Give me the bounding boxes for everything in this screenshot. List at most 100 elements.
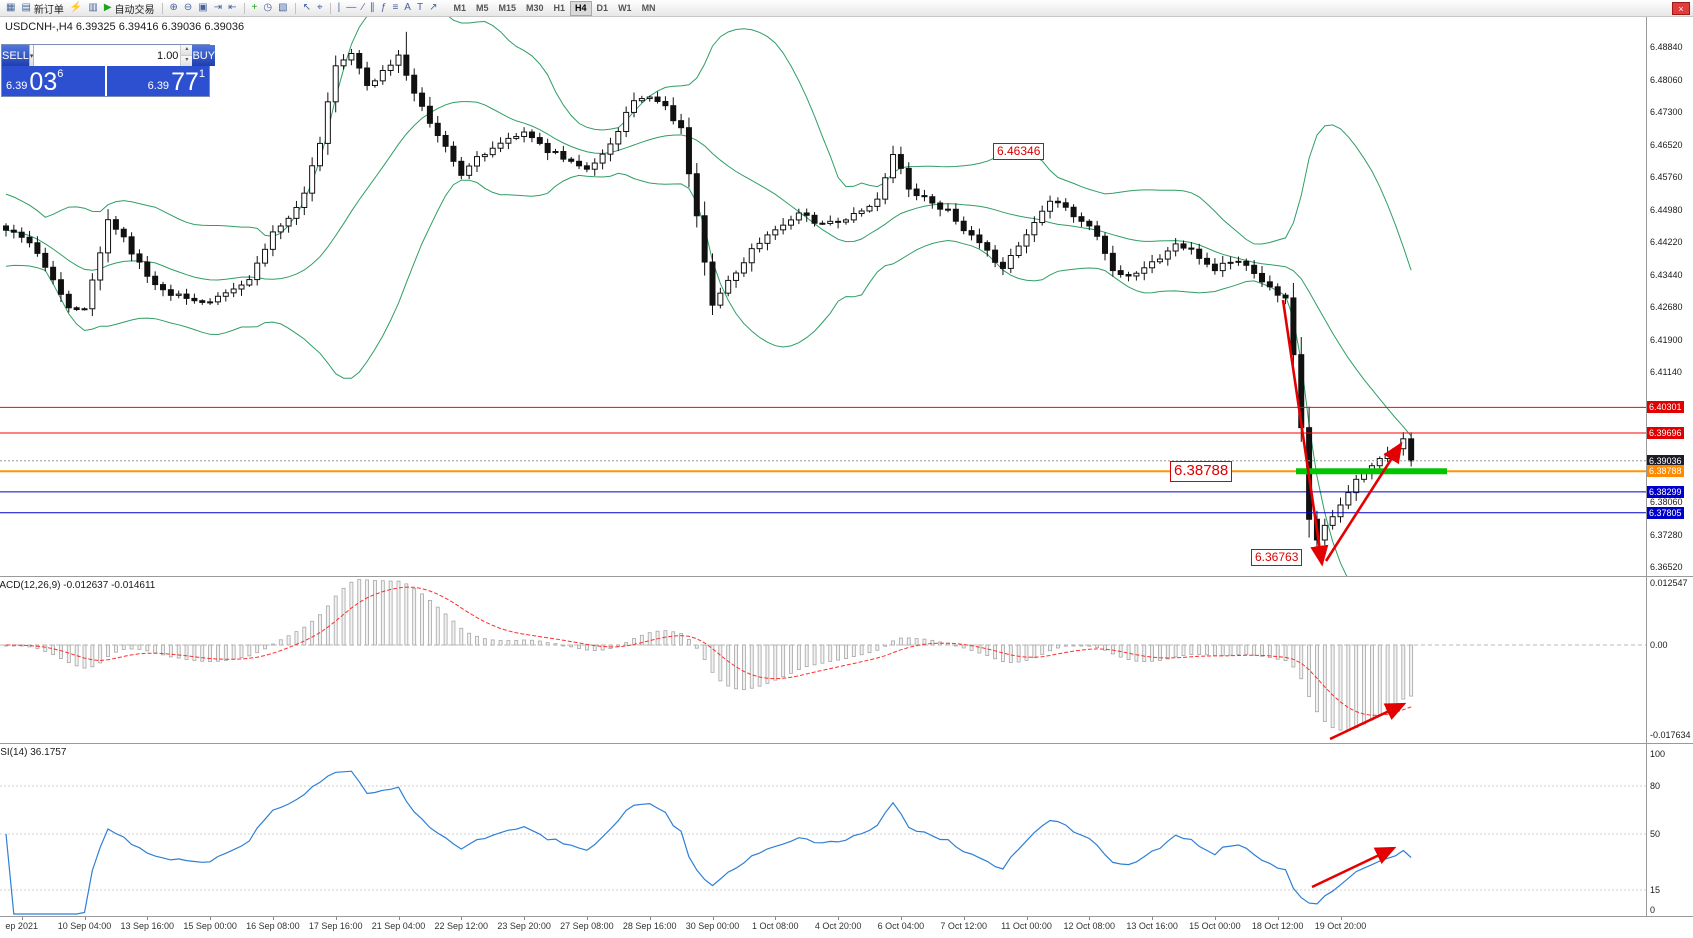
- macd-rsi-separator[interactable]: [0, 743, 1693, 744]
- text-button[interactable]: A: [401, 1, 414, 16]
- crosshair-button[interactable]: ⌖: [314, 1, 326, 16]
- timeframe-m5-button[interactable]: M5: [471, 1, 494, 16]
- shapes-button[interactable]: ≡: [389, 1, 401, 16]
- templates-button[interactable]: ▧: [275, 1, 290, 16]
- time-axis-tick: [1152, 917, 1154, 920]
- time-axis-label: ep 2021: [5, 921, 38, 931]
- time-axis-tick: [1089, 917, 1091, 920]
- auto-trading-label: 自动交易: [114, 4, 155, 16]
- macd-panel[interactable]: [0, 579, 1646, 741]
- new-order-button[interactable]: ▤ 新订单: [18, 1, 66, 16]
- time-axis-label: 21 Sep 04:00: [371, 921, 426, 931]
- arrows-tool-button[interactable]: ↗: [426, 1, 440, 16]
- indicators-button[interactable]: +: [249, 1, 261, 16]
- zoom-out-button[interactable]: ⊖: [181, 1, 195, 16]
- time-axis-label: 19 Oct 20:00: [1314, 921, 1367, 931]
- time-axis-tick: [84, 917, 86, 920]
- auto-scroll-button[interactable]: ⇥: [211, 1, 225, 16]
- rsi-panel[interactable]: [0, 770, 1646, 915]
- price-annotation[interactable]: 6.36763: [1251, 549, 1303, 566]
- support-zone-bar[interactable]: [1296, 468, 1447, 475]
- price-axis-separator: [1646, 17, 1647, 916]
- timeframe-h4-button[interactable]: H4: [570, 0, 592, 16]
- cursor-button[interactable]: ↖: [300, 1, 314, 16]
- templates-icon: ▧: [278, 2, 288, 13]
- volume-preset-dropdown[interactable]: ▾: [28, 45, 35, 66]
- trend-arrow[interactable]: [1311, 846, 1397, 889]
- periods-button[interactable]: ◷: [260, 1, 275, 16]
- timeframe-m15-button[interactable]: M15: [493, 1, 521, 16]
- time-axis-tick: [1340, 917, 1342, 920]
- time-axis-label: 17 Sep 16:00: [308, 921, 363, 931]
- trendline-button[interactable]: ∕: [359, 1, 367, 16]
- sell-price-big: 03: [29, 68, 58, 96]
- volume-down-button[interactable]: ▾: [181, 56, 193, 66]
- chart-shift-button[interactable]: ⇤: [225, 1, 239, 16]
- fibonacci-button[interactable]: ƒ: [378, 1, 390, 16]
- time-axis-tick: [461, 917, 463, 920]
- trendline-icon: ∕: [362, 2, 364, 13]
- cursor-icon: ↖: [302, 2, 311, 13]
- timeframe-m1-button[interactable]: M1: [448, 1, 471, 16]
- trade-panel-quotes: 6.39 03 6 6.39 77 1: [2, 66, 209, 96]
- trend-arrow[interactable]: [1281, 299, 1329, 567]
- time-axis-label: 10 Sep 04:00: [57, 921, 112, 931]
- price-badge: 6.39696: [1647, 426, 1684, 439]
- trend-arrow[interactable]: [1329, 702, 1407, 741]
- buy-price-big: 77: [171, 68, 199, 96]
- zoom-in-icon: ⊕: [169, 2, 178, 13]
- trend-arrow[interactable]: [1324, 441, 1403, 562]
- timeframe-h1-button[interactable]: H1: [549, 1, 571, 16]
- macd-indicator-label: MACD(12,26,9) -0.012637 -0.014611: [0, 580, 156, 591]
- buy-price-small: 6.39: [147, 80, 170, 92]
- price-tick-label: 6.44220: [1650, 237, 1683, 247]
- market-watch-icon: ▥: [88, 2, 98, 13]
- time-axis-tick: [272, 917, 274, 920]
- tile-windows-button[interactable]: ▣: [195, 1, 210, 16]
- rsi-tick-label: 15: [1650, 885, 1661, 895]
- timeframe-mn-button[interactable]: MN: [637, 1, 661, 16]
- new-chart-icon: ▦: [6, 2, 16, 13]
- volume-spinner: ▴ ▾: [180, 45, 193, 66]
- vertical-line-button[interactable]: |: [335, 1, 344, 16]
- volume-input[interactable]: [34, 45, 181, 66]
- price-annotation[interactable]: 6.38788: [1170, 461, 1233, 482]
- time-axis-label: 15 Sep 00:00: [183, 921, 237, 931]
- horizontal-line-button[interactable]: —: [343, 1, 359, 16]
- text-label-button[interactable]: T: [414, 1, 426, 16]
- sell-button[interactable]: SELL: [2, 45, 29, 66]
- buy-button[interactable]: BUY: [192, 45, 216, 66]
- price-annotation[interactable]: 6.46346: [993, 143, 1045, 160]
- rsi-tick-label: 50: [1650, 829, 1661, 839]
- shapes-icon: ≡: [392, 2, 399, 13]
- market-watch-button[interactable]: ▥: [85, 1, 100, 16]
- price-badge: 6.40301: [1647, 401, 1684, 414]
- alerts-button[interactable]: ⚡: [67, 1, 85, 16]
- time-axis-label: 15 Oct 00:00: [1189, 921, 1241, 931]
- text-icon: A: [404, 2, 411, 13]
- time-axis-label: 18 Oct 12:00: [1251, 921, 1304, 931]
- toolbar-separator: [161, 2, 163, 14]
- timeframe-w1-button[interactable]: W1: [613, 1, 637, 16]
- auto-scroll-icon: ⇥: [213, 2, 223, 13]
- time-axis-tick: [963, 917, 965, 920]
- buy-price[interactable]: 6.39 77 1: [106, 66, 209, 96]
- auto-trading-button[interactable]: ▶ 自动交易: [101, 1, 158, 16]
- auto-trading-icon: ▶: [103, 2, 112, 13]
- volume-input-wrap: ▴ ▾: [34, 45, 193, 66]
- volume-up-button[interactable]: ▴: [181, 45, 193, 56]
- time-axis-tick: [1277, 917, 1279, 920]
- equidistant-channel-button[interactable]: ∥: [367, 1, 378, 16]
- zoom-in-button[interactable]: ⊕: [167, 1, 181, 16]
- text-label-icon: T: [416, 2, 424, 13]
- main-chart-panel[interactable]: [0, 0, 1646, 612]
- time-axis-label: 27 Sep 08:00: [560, 921, 614, 931]
- time-axis-tick: [147, 917, 149, 920]
- timeframe-d1-button[interactable]: D1: [592, 1, 614, 16]
- timeframe-m30-button[interactable]: M30: [521, 1, 549, 16]
- close-button[interactable]: ×: [1672, 2, 1690, 15]
- new-chart-button[interactable]: ▦: [3, 1, 18, 16]
- sell-price[interactable]: 6.39 03 6: [2, 66, 107, 96]
- main-macd-separator[interactable]: [0, 576, 1693, 577]
